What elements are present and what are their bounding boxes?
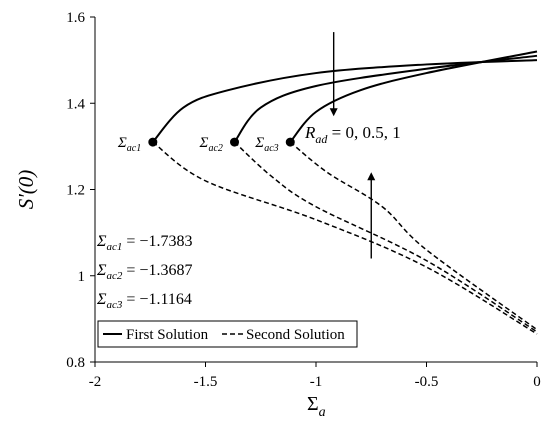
legend-box xyxy=(97,320,358,348)
critical-point-label-2: Σac2 xyxy=(199,135,223,154)
second-solution-curve-3 xyxy=(289,141,538,331)
axes: -2 -1.5 -1 -0.5 0 0.8 1 1.2 1.4 1.6 S′(0) Σa xyxy=(14,10,541,420)
critical-point-label-1: Σac1 xyxy=(117,135,141,154)
arrow-up-head xyxy=(367,172,376,181)
second-solution-curve-1 xyxy=(152,141,538,335)
legend-label-first: First Solution xyxy=(126,327,209,343)
x-tick-label: -1 xyxy=(310,374,323,390)
x-tick-label: -2 xyxy=(89,374,102,390)
x-axis-label: Σa xyxy=(307,393,326,420)
annotations: Rad = 0, 0.5, 1 Σac1 = −1.7383 Σac2 = −1.3… xyxy=(96,32,401,311)
legend: First Solution Second Solution xyxy=(97,320,358,348)
critical-value-3: Σac3 = −1.1164 xyxy=(96,291,192,311)
y-tick-label: 1.2 xyxy=(66,183,85,199)
y-tick-label: 1.6 xyxy=(66,10,85,26)
first-solution-curve-1 xyxy=(152,59,538,143)
x-tick-label: -0.5 xyxy=(415,374,439,390)
y-tick-label: 0.8 xyxy=(66,355,85,371)
critical-point-1 xyxy=(148,137,158,147)
first-solution-curve-3 xyxy=(289,50,538,143)
parameter-annotation: Rad = 0, 0.5, 1 xyxy=(304,123,401,146)
critical-point-label-3: Σac3 xyxy=(254,135,278,154)
critical-value-1: Σac1 = −1.7383 xyxy=(96,233,192,253)
y-tick-label: 1.4 xyxy=(66,96,85,112)
curves: Σac1 Σac2 Σac3 xyxy=(117,50,538,335)
y-tick-label: 1 xyxy=(78,269,86,285)
y-axis-label: S′(0) xyxy=(14,170,38,210)
critical-point-2 xyxy=(230,137,240,147)
critical-value-2: Σac2 = −1.3687 xyxy=(96,262,192,282)
critical-point-3 xyxy=(285,137,295,147)
x-tick-label: 0 xyxy=(533,374,541,390)
x-tick-label: -1.5 xyxy=(194,374,218,390)
second-solution-curve-2 xyxy=(234,141,538,333)
legend-label-second: Second Solution xyxy=(246,327,345,343)
arrow-down-head xyxy=(329,108,338,117)
